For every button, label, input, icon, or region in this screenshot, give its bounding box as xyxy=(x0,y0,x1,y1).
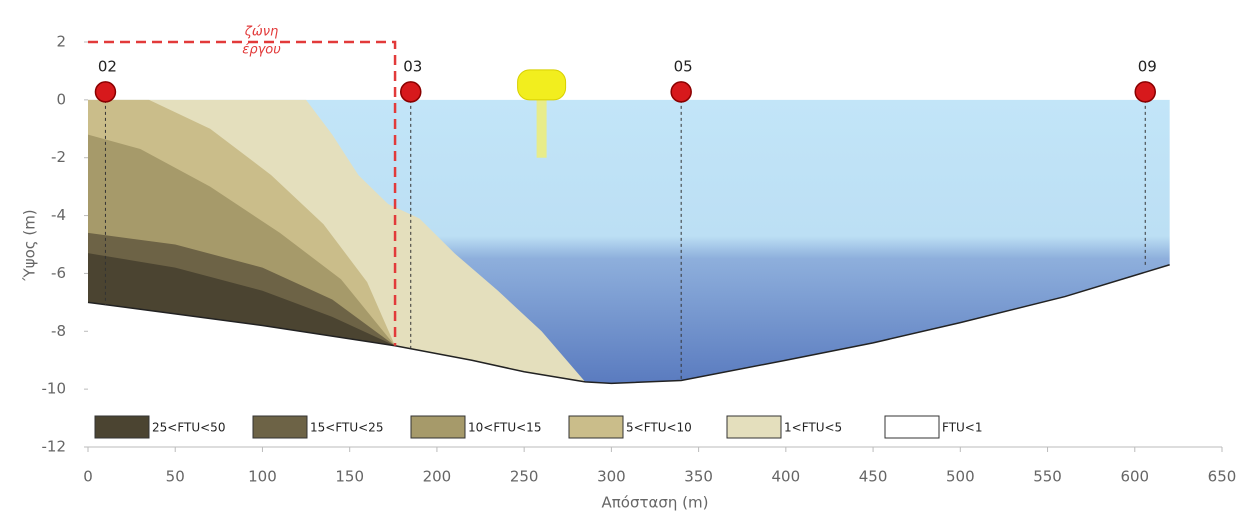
x-tick-label: 50 xyxy=(166,468,185,486)
buoy-chain xyxy=(536,91,547,158)
x-tick-label: 500 xyxy=(946,468,975,486)
x-tick-label: 150 xyxy=(335,468,364,486)
project-zone-label: ζώνη xyxy=(244,25,278,40)
x-tick-label: 650 xyxy=(1208,468,1237,486)
y-tick-label: -8 xyxy=(51,322,66,340)
y-tick-label: -12 xyxy=(42,438,67,456)
y-axis-title: Ύψος (m) xyxy=(21,209,39,281)
station-label: 02 xyxy=(98,57,117,75)
project-zone-label: έργου xyxy=(242,43,281,58)
x-tick-label: 550 xyxy=(1033,468,1062,486)
y-tick-label: -2 xyxy=(51,148,66,166)
legend-label: 15<FTU<25 xyxy=(310,421,383,435)
station-label: 03 xyxy=(403,57,422,75)
station-marker xyxy=(94,81,117,103)
legend-label: 25<FTU<50 xyxy=(152,421,225,435)
seabed-line xyxy=(87,264,1170,385)
y-tick-label: 2 xyxy=(56,33,66,51)
station-marker xyxy=(1134,81,1156,103)
legend-swatch xyxy=(568,415,624,439)
station-label: 05 xyxy=(674,57,693,75)
x-tick-label: 350 xyxy=(684,468,713,486)
y-tick-label: -4 xyxy=(51,206,66,224)
x-tick-label: 0 xyxy=(83,468,93,486)
x-tick-label: 450 xyxy=(859,468,888,486)
legend-label: 1<FTU<5 xyxy=(784,421,842,435)
buoy xyxy=(517,69,567,101)
legend-swatch xyxy=(884,415,940,439)
x-tick-label: 400 xyxy=(772,468,801,486)
station-marker xyxy=(400,81,422,103)
x-tick-label: 100 xyxy=(248,468,277,486)
y-tick-label: 0 xyxy=(56,90,66,108)
legend-label: 5<FTU<10 xyxy=(626,421,692,435)
station-label: 09 xyxy=(1138,57,1157,75)
legend-swatch xyxy=(726,415,782,439)
turbidity-zone xyxy=(88,253,396,346)
legend-label: 10<FTU<15 xyxy=(468,421,541,435)
station-marker xyxy=(670,81,692,103)
project-zone xyxy=(88,40,397,346)
legend-label: FTU<1 xyxy=(942,421,983,435)
x-tick-label: 600 xyxy=(1120,468,1149,486)
y-tick-label: -6 xyxy=(51,264,66,282)
y-tick-label: -10 xyxy=(42,380,67,398)
x-tick-label: 300 xyxy=(597,468,626,486)
legend-swatch xyxy=(94,415,150,439)
legend-swatch xyxy=(252,415,308,439)
x-axis-title: Απόσταση (m) xyxy=(602,494,709,512)
legend-swatch xyxy=(410,415,466,439)
x-tick-label: 200 xyxy=(423,468,452,486)
x-tick-label: 250 xyxy=(510,468,539,486)
